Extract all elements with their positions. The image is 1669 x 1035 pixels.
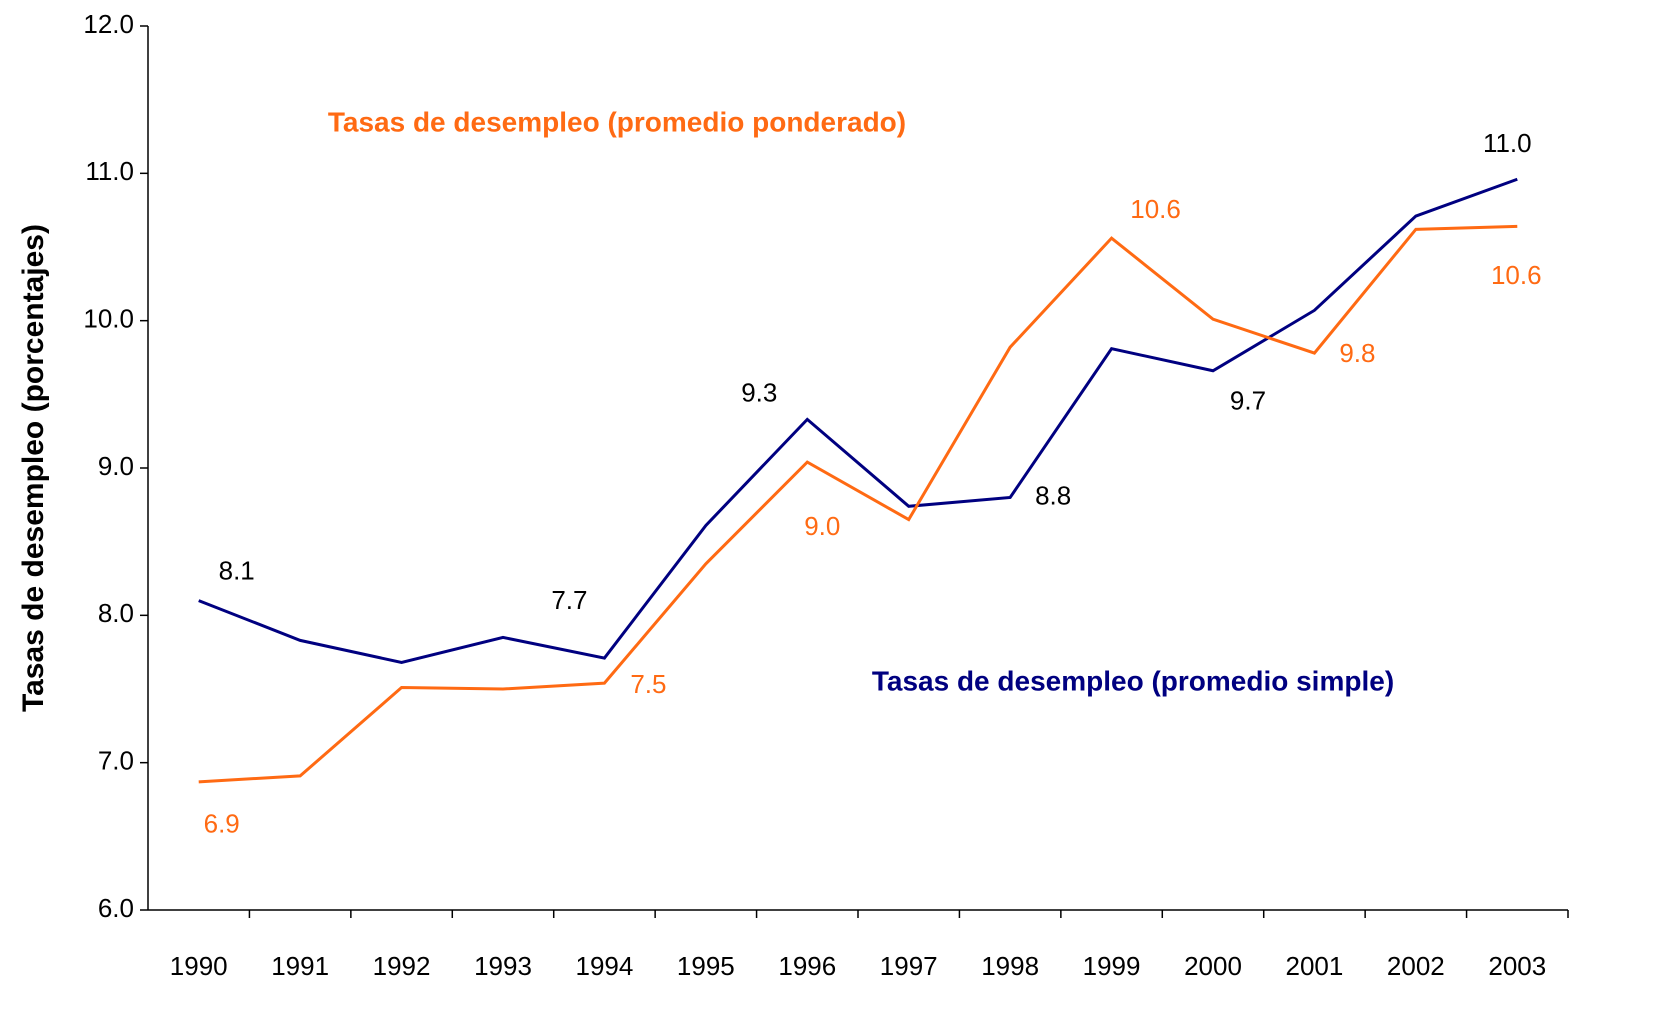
series-line [198,177,1518,665]
x-tick-label: 1999 [1083,951,1141,981]
y-tick-label: 11.0 [85,156,134,186]
y-tick-label: 8.0 [98,598,134,628]
x-tick-label: 1991 [271,951,329,981]
x-tick-label: 1994 [576,951,634,981]
x-tick-label: 1996 [778,951,836,981]
series-name: Tasas de desempleo (promedio simple) [872,665,1394,696]
series-line [198,224,1518,784]
x-tick-label: 2002 [1387,951,1445,981]
data-label: 9.8 [1339,338,1375,368]
x-tick-label: 1992 [373,951,431,981]
data-label: 9.3 [741,377,777,407]
y-tick-label: 9.0 [98,451,134,481]
x-tick-label: 1997 [880,951,938,981]
y-tick-label: 12.0 [83,9,134,39]
x-tick-label: 2000 [1184,951,1242,981]
x-tick-label: 1995 [677,951,735,981]
x-tick-label: 1993 [474,951,532,981]
data-label: 9.7 [1230,386,1266,416]
data-label: 6.9 [204,809,240,839]
series-name: Tasas de desempleo (promedio ponderado) [328,106,906,137]
data-label: 10.6 [1130,194,1181,224]
y-tick-label: 6.0 [98,893,134,923]
x-tick-label: 2001 [1286,951,1344,981]
x-tick-label: 1998 [981,951,1039,981]
data-label: 9.0 [804,511,840,541]
data-label: 10.6 [1491,260,1542,290]
data-label: 8.8 [1035,480,1071,510]
x-tick-label: 2003 [1488,951,1546,981]
data-label: 8.1 [219,555,255,585]
y-axis-title: Tasas de desempleo (porcentajes) [17,224,50,712]
data-label: 11.0 [1483,128,1532,158]
x-tick-label: 1990 [170,951,228,981]
data-label: 7.5 [630,669,666,699]
y-tick-label: 10.0 [83,304,134,334]
y-tick-label: 7.0 [98,746,134,776]
data-label: 7.7 [551,585,587,615]
